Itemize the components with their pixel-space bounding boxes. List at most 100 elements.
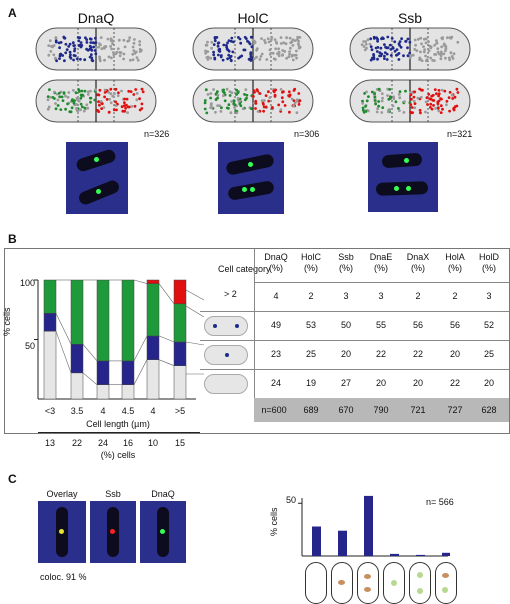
coloc-bar-chart — [298, 495, 450, 557]
xtick-2: 4 — [100, 406, 106, 416]
bar-2-segment-1 — [96, 360, 110, 385]
bar-2-segment-2 — [96, 279, 110, 362]
table-cell-r2-c3: 22 — [375, 349, 387, 359]
table-cell-r1-c6: 52 — [483, 320, 495, 330]
bar-5-segment-0 — [173, 365, 187, 400]
n-row-cell-0: n=600 — [261, 405, 287, 415]
table-cell-r3-c5: 22 — [449, 378, 461, 388]
coloc-bar-1 — [338, 530, 347, 556]
bar-4-segment-2 — [146, 283, 160, 337]
image-label-dnaq: DnaQ — [151, 489, 175, 499]
table-cell-r0-c4: 2 — [415, 291, 421, 301]
table-cell-r0-c2: 3 — [343, 291, 349, 301]
coloc-cat-2-cell — [357, 562, 379, 604]
micrograph-dnaq-channel — [140, 501, 186, 563]
xtick-4: 4 — [150, 406, 156, 416]
pct-cells-label: (%) cells — [100, 450, 136, 460]
coloc-bar-2 — [364, 495, 373, 556]
table-cell-r1-c0: 49 — [270, 320, 282, 330]
xtick-1: 3.5 — [70, 406, 84, 416]
n-row-background — [254, 398, 509, 422]
n-count-holc: n=306 — [294, 129, 320, 139]
localization-plots — [35, 27, 471, 123]
micrograph-dnaq — [66, 142, 128, 214]
pct-cells-2: 24 — [97, 438, 109, 448]
bar-2-segment-0 — [96, 384, 110, 400]
coloc-bar-5 — [442, 552, 450, 556]
bar-0-segment-2 — [43, 279, 57, 314]
bar-4-segment-0 — [146, 359, 160, 400]
table-cell-r0-c6: 3 — [486, 291, 492, 301]
col-header-hold: HolD (%) — [478, 252, 500, 273]
table-cell-r1-c1: 53 — [305, 320, 317, 330]
xtick-5: >5 — [174, 406, 186, 416]
table-cell-r0-c5: 2 — [452, 291, 458, 301]
table-cell-r2-c5: 20 — [449, 349, 461, 359]
table-cell-r0-c0: 4 — [273, 291, 279, 301]
panel-c-letter: C — [8, 472, 17, 486]
col-header-holc: HolC (%) — [300, 252, 322, 273]
image-label-ssb: Ssb — [105, 489, 121, 499]
panel-c-n-label: n= 566 — [426, 497, 454, 507]
table-cell-r1-c3: 55 — [375, 320, 387, 330]
xtick-3: 4.5 — [121, 406, 135, 416]
n-count-dnaq: n=326 — [144, 129, 170, 139]
n-row-cell-5: 727 — [447, 405, 463, 415]
table-cell-r2-c6: 25 — [483, 349, 495, 359]
table-cell-r2-c2: 20 — [340, 349, 352, 359]
col-header-dnaq: DnaQ (%) — [264, 252, 288, 273]
stacked-bar-chart — [34, 279, 205, 400]
col-header-hola: HolA (%) — [445, 252, 465, 273]
coloc-bar-0 — [312, 526, 321, 556]
coloc-label: coloc. 91 % — [40, 572, 87, 582]
col-header-ssb: Ssb (%) — [338, 252, 354, 273]
pct-cells-3: 16 — [122, 438, 134, 448]
panel-b-xlabel: Cell length (µm) — [86, 419, 150, 429]
coloc-bar-4 — [416, 554, 425, 556]
panel-b-letter: B — [8, 232, 17, 246]
panel-c-ylabel: % cells — [269, 507, 279, 536]
n-row-cell-3: 790 — [373, 405, 389, 415]
micrograph-ssb — [368, 142, 438, 212]
row-label-gt2: > 2 — [224, 289, 237, 299]
bar-0-segment-1 — [43, 313, 57, 332]
table-cell-r0-c1: 2 — [308, 291, 314, 301]
table-cell-r0-c3: 3 — [378, 291, 384, 301]
bar-1-segment-1 — [70, 344, 84, 374]
table-cell-r3-c6: 20 — [483, 378, 495, 388]
table-cell-r1-c5: 56 — [449, 320, 461, 330]
ytick-50: 50 — [25, 341, 36, 351]
col-header-dnae: DnaE (%) — [369, 252, 393, 273]
bar-1-segment-2 — [70, 279, 84, 345]
bar-3-segment-1 — [121, 360, 135, 385]
coloc-cat-5-cell — [435, 562, 457, 604]
coloc-cat-3-cell — [383, 562, 405, 604]
table-cell-r1-c4: 56 — [412, 320, 424, 330]
n-row-cell-2: 670 — [338, 405, 354, 415]
micrograph-ssb-channel — [90, 501, 136, 563]
panel-c-ytick-50: 50 — [286, 495, 297, 505]
n-count-ssb: n=321 — [447, 129, 473, 139]
panel-a-letter: A — [8, 6, 17, 20]
coloc-bar-3 — [390, 553, 399, 556]
pct-cells-1: 22 — [71, 438, 83, 448]
gene-title-holc: HolC — [237, 10, 269, 26]
n-row-cell-6: 628 — [481, 405, 497, 415]
bar-0-segment-0 — [43, 330, 57, 400]
ytick-100: 100 — [20, 278, 36, 288]
pct-cells-4: 10 — [147, 438, 159, 448]
n-row-cell-1: 689 — [303, 405, 319, 415]
gene-title-dnaq: DnaQ — [77, 10, 115, 26]
micrograph-holc — [218, 142, 284, 214]
n-row-cell-4: 721 — [410, 405, 426, 415]
bar-5-segment-1 — [173, 341, 187, 366]
cell-category-label: Cell category — [218, 264, 271, 274]
bar-5-segment-2 — [173, 303, 187, 343]
table-cell-r3-c1: 19 — [305, 378, 317, 388]
table-cell-r2-c0: 23 — [270, 349, 282, 359]
table-cell-r3-c4: 20 — [412, 378, 424, 388]
coloc-cat-0-cell — [305, 562, 327, 604]
schematic-one-focus — [204, 345, 248, 365]
bar-1-segment-0 — [70, 372, 84, 400]
table-cell-r3-c0: 24 — [270, 378, 282, 388]
